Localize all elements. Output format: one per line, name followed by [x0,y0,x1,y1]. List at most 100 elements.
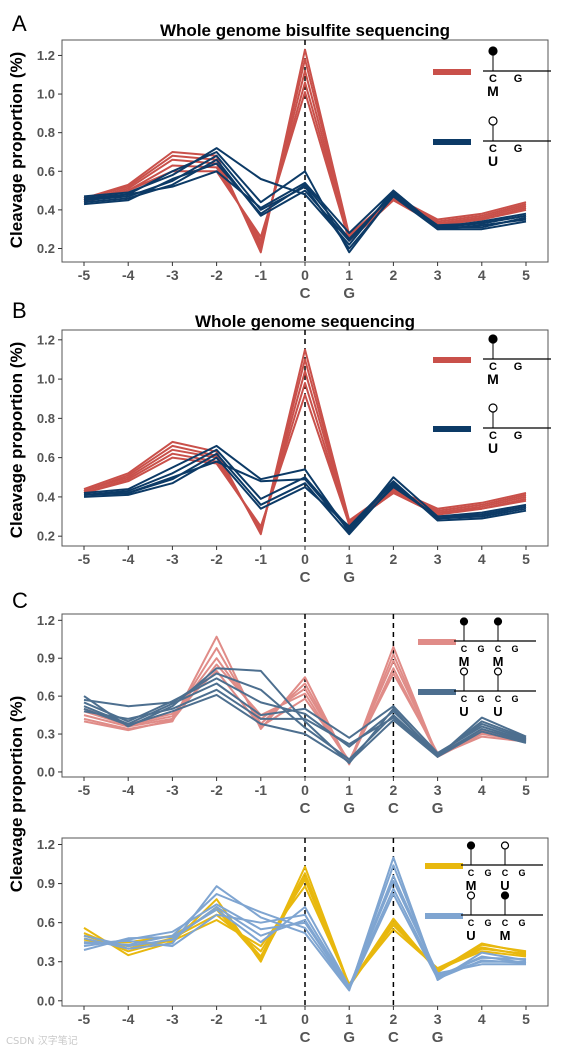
x-base-label: G [432,1029,444,1046]
x-tick-label: 2 [390,1011,398,1027]
panel-letter: C [12,588,28,613]
series-line-mixed_um [83,893,527,991]
unmethylated-site-icon [493,667,503,676]
legend-base: C [495,694,502,704]
x-tick-label: 4 [478,267,486,283]
y-tick-label: 0.6 [37,915,55,930]
methylated-site-icon [488,334,498,344]
y-tick-label: 0.8 [37,411,55,426]
x-tick-label: -4 [122,1011,135,1027]
x-tick-label: -2 [210,782,223,798]
x-tick-label: 3 [434,551,442,567]
legend-status: U [488,440,498,456]
x-base-label: C [300,569,311,586]
legend-status: M [466,878,477,893]
series-line-methylated [83,358,527,534]
x-tick-label: -4 [122,267,135,283]
x-tick-label: -1 [255,782,268,798]
y-axis-label: Cleavage proportion (%) [7,52,26,248]
methylated-site-icon [459,617,469,626]
legend-base: G [511,644,518,654]
x-tick-label: -3 [166,551,179,567]
legend-base: G [518,918,525,928]
series-line-pair_unmethylated [83,688,527,757]
x-tick-label: 0 [301,1011,309,1027]
x-tick-label: 0 [301,551,309,567]
x-tick-label: -3 [166,1011,179,1027]
legend-status: U [488,153,498,169]
watermark: CSDN 汉字笔记 [6,1036,78,1047]
legend-base: G [477,644,484,654]
legend-base: C [468,868,475,878]
legend-base: C [468,918,475,928]
series-line-pair_unmethylated [83,693,527,763]
legend-base: C [502,918,509,928]
legend-base: G [514,361,523,373]
series-line-methylated [83,48,527,254]
y-tick-label: 1.0 [37,372,55,387]
series-line-methylated [83,91,527,242]
legend-base: C [461,694,468,704]
y-tick-label: 1.2 [37,837,55,852]
series-line-mixed_um [83,887,527,989]
x-tick-label: 4 [478,782,486,798]
y-tick-label: 0.9 [37,651,55,666]
x-tick-label: -5 [78,551,91,567]
y-tick-label: 0.2 [37,241,55,256]
x-base-label: C [300,1029,311,1046]
x-tick-label: -5 [78,267,91,283]
series-line-methylated [83,348,527,536]
legend-base: G [518,868,525,878]
legend-base: C [489,430,497,442]
series-line-methylated [83,81,527,242]
x-tick-label: 4 [478,551,486,567]
y-tick-label: 0.3 [37,954,55,969]
x-base-label: C [388,1029,399,1046]
y-tick-label: 0.2 [37,529,55,544]
legend-status: U [466,928,475,943]
methylated-site-icon [493,617,503,626]
legend-base: C [495,644,502,654]
x-tick-label: -3 [166,267,179,283]
x-tick-label: -5 [78,1011,91,1027]
chart-title: Whole genome sequencing [195,312,415,331]
series-line-unmethylated [83,460,527,532]
legend-base: G [484,868,491,878]
legend-base: G [514,73,523,85]
legend-base: G [514,143,523,155]
legend-status: M [459,654,470,669]
x-base-label: C [388,800,399,817]
x-base-label: G [432,800,444,817]
y-tick-label: 0.0 [37,993,55,1008]
x-tick-label: 5 [522,551,530,567]
y-tick-label: 1.0 [37,87,55,102]
x-tick-label: 5 [522,782,530,798]
x-tick-label: -1 [255,1011,268,1027]
x-base-label: G [343,285,355,302]
legend-status: M [500,928,511,943]
y-tick-label: 0.6 [37,164,55,179]
legend-status: U [493,704,502,719]
x-tick-label: -4 [122,551,135,567]
legend-base: C [489,361,497,373]
chart-panel: A Whole genome bisulfite sequencing 0.2 0.4… [12,11,551,302]
y-tick-label: 1.2 [37,48,55,63]
x-tick-label: 3 [434,782,442,798]
x-tick-label: 1 [345,551,353,567]
y-tick-label: 1.2 [37,332,55,347]
legend-status: M [493,654,504,669]
y-tick-label: 0.6 [37,689,55,704]
legend-base: C [461,644,468,654]
legend-status: M [487,371,499,387]
y-tick-label: 0.8 [37,125,55,140]
y-axis-label: Cleavage proportion (%) [7,342,26,538]
y-tick-label: 0.0 [37,764,55,779]
series-line-unmethylated [83,452,527,536]
y-axis-label: Cleavage proportion (%) [7,696,26,892]
x-tick-label: 1 [345,1011,353,1027]
x-tick-label: -3 [166,782,179,798]
x-tick-label: -2 [210,551,223,567]
unmethylated-site-icon [488,116,498,126]
x-tick-label: -2 [210,267,223,283]
